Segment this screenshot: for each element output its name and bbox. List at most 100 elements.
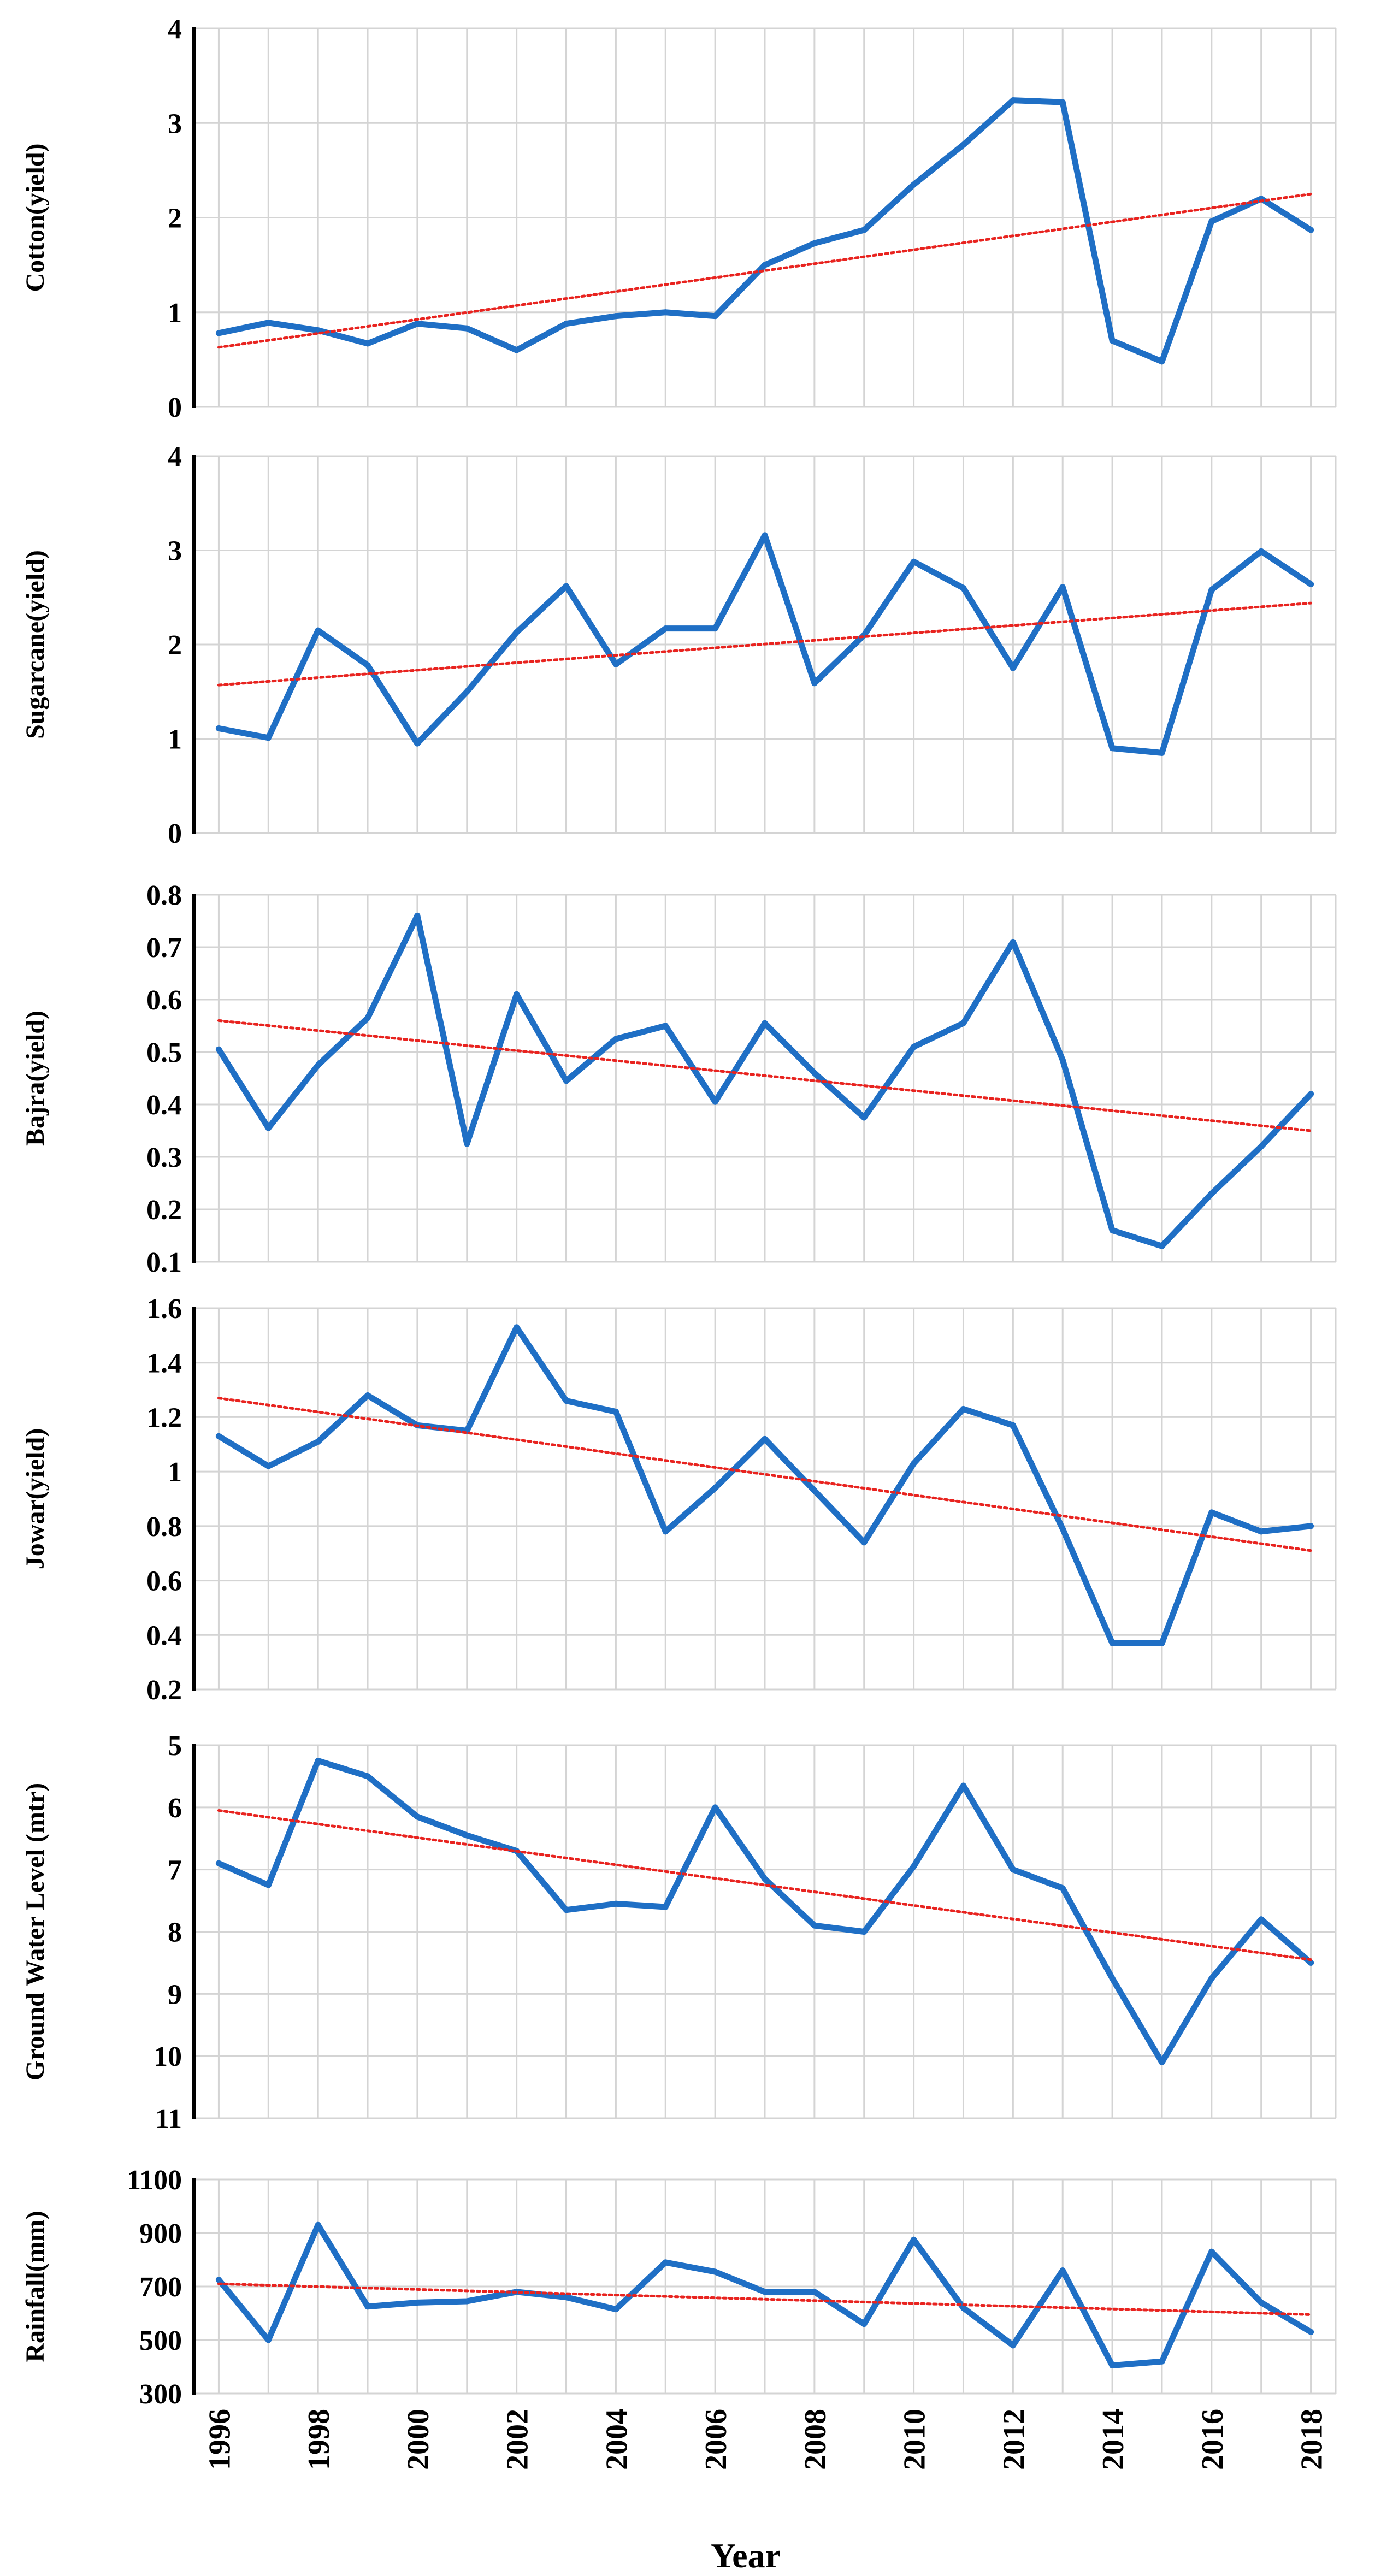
data-point <box>1308 1091 1314 1097</box>
data-point <box>762 1876 768 1882</box>
data-point <box>1308 581 1314 588</box>
data-point <box>861 1539 868 1546</box>
chart-panel-4: 0.2 0.4 0.6 0.8 1 1.2 1.4 1.6 Jowar(yield) <box>21 1293 1337 1706</box>
x-tick-label: 2006 <box>699 2409 733 2470</box>
data-point <box>911 2236 917 2243</box>
data-point <box>1208 2248 1215 2255</box>
data-point <box>861 227 868 233</box>
data-point <box>1159 749 1165 756</box>
y-tick-label: 0.6 <box>146 1566 182 1597</box>
data-point <box>563 321 570 327</box>
y-tick-label: 0 <box>168 392 182 423</box>
data-point <box>1010 97 1016 104</box>
x-tick-label: 2012 <box>997 2409 1031 2470</box>
data-point <box>514 347 520 353</box>
trendline <box>217 601 1313 687</box>
data-point <box>612 1036 619 1042</box>
data-point <box>563 2294 570 2301</box>
y-tick-label: 0.5 <box>146 1037 182 1068</box>
data-point <box>612 1408 619 1415</box>
data-point <box>911 1460 917 1467</box>
data-point <box>315 1438 321 1445</box>
data-point <box>1010 2342 1016 2349</box>
data-point <box>364 340 371 347</box>
y-axis-title: Ground Water Level (mtr) <box>21 1783 50 2081</box>
data-point <box>1109 2362 1116 2369</box>
data-point <box>960 1020 966 1026</box>
y-tick-label: 6 <box>168 1793 182 1824</box>
data-point <box>960 141 966 148</box>
chart-panel-1: 0 1 2 3 4 Cotton(yield) <box>21 14 1337 423</box>
y-axis-title: Bajra(yield) <box>21 1011 50 1146</box>
data-point <box>1059 2267 1066 2274</box>
data-point <box>811 1487 818 1494</box>
data-point <box>712 1804 718 1811</box>
y-tick-label: 7 <box>168 1855 182 1886</box>
data-point <box>712 313 718 320</box>
y-tick-label: 700 <box>139 2272 182 2303</box>
data-point <box>464 1141 470 1147</box>
data-point <box>315 1757 321 1764</box>
data-point <box>514 1324 520 1331</box>
data-point <box>811 1922 818 1929</box>
data-point <box>464 1832 470 1839</box>
data-point <box>215 2277 222 2283</box>
y-tick-label: 9 <box>168 1979 182 2010</box>
data-point <box>265 2337 272 2343</box>
y-tick-label: 8 <box>168 1917 182 1948</box>
y-tick-label: 1 <box>168 724 182 755</box>
trendline <box>217 1019 1313 1132</box>
chart-panel-5: 5 6 7 8 9 10 11 Ground Water Level (mtr) <box>21 1730 1337 2135</box>
data-point <box>1258 548 1265 554</box>
y-tick-label: 2 <box>168 203 182 234</box>
data-point <box>861 1929 868 1935</box>
data-point <box>762 1435 768 1442</box>
data-point <box>414 912 421 919</box>
data-point <box>762 1020 768 1026</box>
data-point <box>1308 2329 1314 2335</box>
data-point <box>1109 1227 1116 1233</box>
data-point <box>960 585 966 591</box>
data-point <box>265 320 272 326</box>
y-tick-label: 1 <box>168 298 182 329</box>
data-point <box>315 2221 321 2228</box>
x-tick-label: 1998 <box>302 2409 336 2470</box>
chart-panel-2: 0 1 2 3 4 Sugarcane(yield) <box>21 441 1337 849</box>
data-point <box>364 662 371 669</box>
data-point <box>414 2299 421 2306</box>
y-tick-label: 1.2 <box>146 1402 182 1433</box>
y-tick-label: 4 <box>168 441 182 472</box>
data-point <box>215 725 222 732</box>
data-point <box>762 2289 768 2295</box>
x-tick-label: 1996 <box>203 2409 237 2470</box>
data-point <box>1010 1422 1016 1428</box>
data-point <box>712 1485 718 1491</box>
data-point <box>612 1900 619 1907</box>
data-point <box>811 680 818 687</box>
data-point <box>414 740 421 747</box>
data-point <box>265 1882 272 1888</box>
data-point <box>911 1043 917 1050</box>
data-point <box>1258 2299 1265 2306</box>
data-point <box>960 1782 966 1789</box>
y-tick-label: 0 <box>168 818 182 849</box>
y-axis-title: Sugarcane(yield) <box>21 550 50 739</box>
y-tick-label: 4 <box>168 14 182 45</box>
y-tick-label: 3 <box>168 108 182 139</box>
data-point <box>414 1813 421 1820</box>
x-tick-label: 2004 <box>600 2409 634 2470</box>
data-point <box>315 1062 321 1068</box>
data-point <box>811 1070 818 1076</box>
y-tick-label: 3 <box>168 536 182 567</box>
data-point <box>265 1463 272 1469</box>
data-point <box>662 1023 669 1029</box>
data-point <box>911 1863 917 1870</box>
trendline <box>217 2282 1313 2316</box>
data-point <box>1010 665 1016 671</box>
data-point <box>1059 1056 1066 1063</box>
data-point <box>1159 2059 1165 2066</box>
data-point <box>514 991 520 997</box>
data-point <box>911 558 917 565</box>
data-point <box>861 2321 868 2327</box>
y-axis-title: Jowar(yield) <box>21 1428 50 1570</box>
